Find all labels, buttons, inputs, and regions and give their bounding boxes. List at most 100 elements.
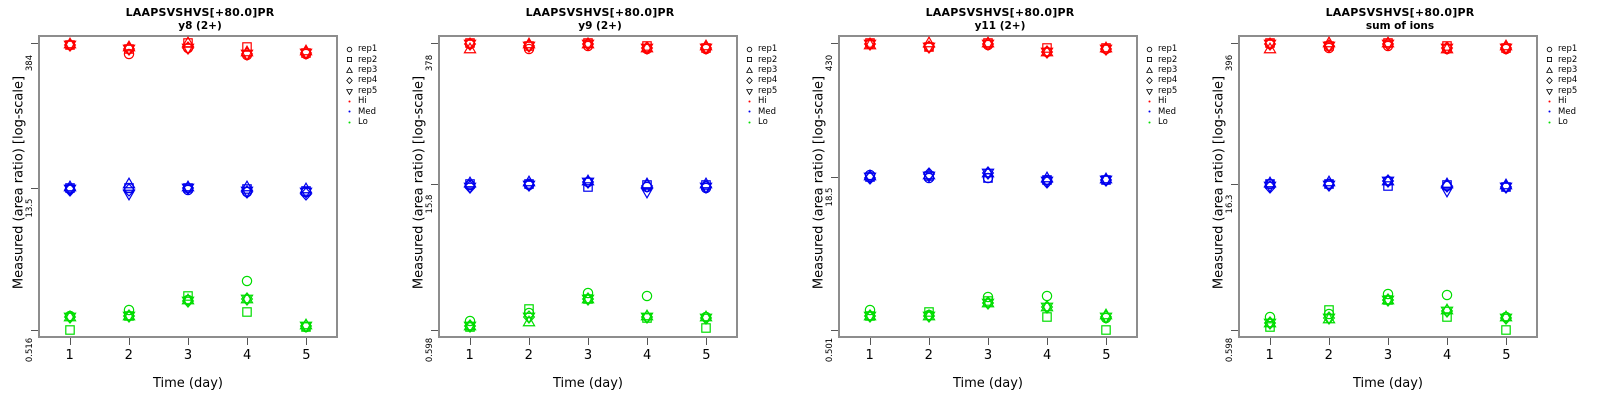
legend-item-label: rep3 — [1558, 65, 1578, 76]
x-axis-tick-label: 4 — [643, 348, 652, 363]
legend-item-label: rep2 — [758, 54, 778, 65]
legend-item-label: rep3 — [758, 65, 778, 76]
square-marker — [344, 54, 355, 64]
dot-marker — [344, 96, 355, 106]
panel-y8: LAAPSVSHVS[+80.0]PR y8 (2+) Measured (area… — [0, 0, 400, 400]
y-axis-tick — [31, 43, 38, 44]
legend-item-label: Hi — [758, 96, 767, 107]
circle-marker — [344, 44, 355, 54]
plot-frame — [838, 35, 1138, 338]
x-axis-tick — [869, 338, 871, 345]
y-axis-tick — [1231, 183, 1238, 185]
dot-marker — [744, 106, 755, 116]
plot-data-area — [0, 0, 400, 400]
x-axis-tick — [1106, 338, 1108, 345]
y-axis-tick — [831, 330, 838, 331]
x-axis-tick-label: 5 — [1102, 348, 1111, 363]
x-axis-tick — [1447, 338, 1449, 345]
x-axis-tick-label: 5 — [302, 348, 311, 363]
x-axis-tick — [469, 338, 471, 345]
legend-item-label: Med — [358, 106, 376, 117]
legend-item-label: Hi — [358, 96, 367, 107]
legend-item-label: rep1 — [1158, 44, 1178, 55]
legend-item-label: rep4 — [758, 75, 778, 86]
triangle-up-marker — [1144, 65, 1155, 75]
x-axis-tick-label: 2 — [924, 348, 933, 363]
x-axis-tick-label: 1 — [65, 348, 74, 363]
x-axis-tick — [647, 338, 649, 345]
y-axis-tick — [431, 184, 438, 186]
diamond-marker — [344, 75, 355, 85]
x-axis-tick — [1506, 338, 1508, 345]
x-axis-tick-label: 4 — [243, 348, 252, 363]
panel-title: LAAPSVSHVS[+80.0]PR — [125, 6, 275, 19]
x-axis-tick-label: 4 — [1043, 348, 1052, 363]
x-axis-tick — [306, 338, 308, 345]
legend-item-label: rep5 — [1158, 85, 1178, 96]
circle-marker — [1544, 44, 1555, 54]
x-axis-tick — [988, 338, 989, 345]
legend-item-label: rep5 — [758, 85, 778, 96]
y-axis-tick — [1231, 43, 1238, 44]
triangle-down-marker — [744, 86, 755, 96]
triangle-down-marker — [1144, 86, 1155, 96]
x-axis-tick-label: 1 — [465, 348, 474, 363]
x-axis-tick — [928, 338, 930, 345]
legend-item-label: rep4 — [1558, 75, 1578, 86]
triangle-up-marker — [744, 65, 755, 75]
x-axis-label: Time (day) — [1352, 376, 1423, 391]
dot-marker — [1144, 96, 1155, 106]
x-axis-tick — [1328, 338, 1330, 345]
square-marker — [1544, 54, 1555, 64]
legend-item-label: rep3 — [1158, 65, 1178, 76]
triangle-up-marker — [1544, 65, 1555, 75]
legend-item-label: rep2 — [358, 54, 378, 65]
circle-marker — [1144, 44, 1155, 54]
plot-data-area — [400, 0, 800, 400]
dot-marker — [344, 106, 355, 116]
x-axis-tick-label: 2 — [1324, 348, 1333, 363]
panel-subtitle: sum of ions — [1365, 20, 1435, 32]
legend-item-label: Lo — [758, 117, 768, 128]
triangle-down-marker — [1544, 86, 1555, 96]
panel-subtitle: y11 (2+) — [974, 20, 1026, 32]
legend-item-label: rep3 — [358, 65, 378, 76]
x-axis-tick — [588, 338, 589, 345]
dot-marker — [1544, 117, 1555, 127]
x-axis-tick — [528, 338, 530, 345]
x-axis-tick-label: 3 — [983, 348, 993, 363]
legend-item-label: rep2 — [1558, 54, 1578, 65]
x-axis-tick-label: 3 — [583, 348, 593, 363]
x-axis-tick — [1269, 338, 1271, 345]
panel-title: LAAPSVSHVS[+80.0]PR — [925, 6, 1075, 19]
x-axis-tick-label: 4 — [1443, 348, 1452, 363]
plot-frame — [38, 35, 338, 338]
x-axis-tick — [69, 338, 71, 345]
legend-item-label: rep1 — [358, 44, 378, 55]
y-axis-tick — [31, 330, 38, 331]
dot-marker — [1544, 106, 1555, 116]
dot-marker — [744, 117, 755, 127]
legend-item-label: Hi — [1158, 96, 1167, 107]
panel-y9: LAAPSVSHVS[+80.0]PR y9 (2+) Measured (area… — [400, 0, 800, 400]
circle-marker — [744, 44, 755, 54]
legend-item-label: rep4 — [358, 75, 378, 86]
dot-marker — [744, 96, 755, 106]
y-axis-tick — [831, 176, 838, 178]
legend-item-label: Lo — [1158, 117, 1168, 128]
panel-title: LAAPSVSHVS[+80.0]PR — [525, 6, 675, 19]
x-axis-tick-label: 2 — [524, 348, 533, 363]
legend-item-label: rep4 — [1158, 75, 1178, 86]
x-axis-tick-label: 3 — [1383, 348, 1393, 363]
legend-item-label: rep1 — [758, 44, 778, 55]
x-axis-tick — [188, 338, 189, 345]
x-axis-tick-label: 1 — [865, 348, 874, 363]
legend-item-label: rep5 — [1558, 85, 1578, 96]
x-axis-tick-label: 5 — [1502, 348, 1511, 363]
legend-item-label: Med — [758, 106, 776, 117]
triangle-down-marker — [344, 86, 355, 96]
panel-subtitle: y8 (2+) — [178, 20, 222, 32]
dot-marker — [344, 117, 355, 127]
x-axis-tick — [1047, 338, 1049, 345]
